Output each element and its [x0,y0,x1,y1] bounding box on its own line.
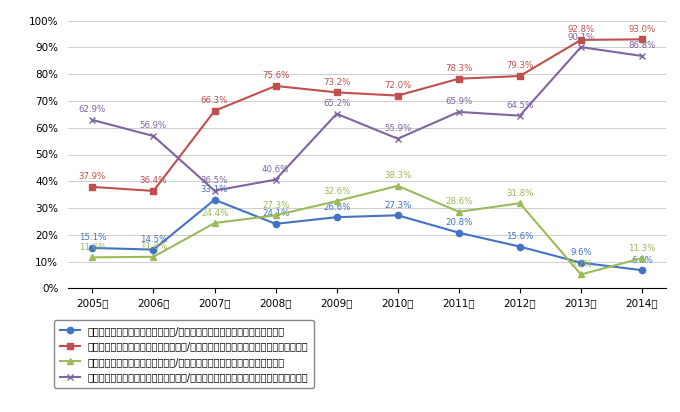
日本世論：良くない印象を持っている/どちらかといえば良くない印象を持っている [515,74,524,79]
Text: 5.2%: 5.2% [570,260,592,269]
Text: 66.3%: 66.3% [201,96,228,105]
Text: 15.6%: 15.6% [506,232,534,241]
中国世論：良くない印象を持っている/どちらかといえば良くない印象を持っている [333,111,341,116]
Text: 14.5%: 14.5% [140,235,167,244]
中国世論：良い印象を持っている/どちらかといえば良い印象を持っている [577,272,585,277]
中国世論：良い印象を持っている/どちらかといえば良い印象を持っている [211,220,219,225]
日本世論：良くない印象を持っている/どちらかといえば良くない印象を持っている [271,84,279,89]
Text: 11.8%: 11.8% [140,242,167,251]
日本世論：良くない印象を持っている/どちらかといえば良くない印象を持っている [88,185,97,190]
中国世論：良い印象を持っている/どちらかといえば良い印象を持っている [271,213,279,218]
Text: 72.0%: 72.0% [384,81,411,90]
日本世論：良い印象を持っている/どちらかといえば良い印象を持っている [333,215,341,220]
Text: 37.9%: 37.9% [79,172,106,181]
中国世論：良い印象を持っている/どちらかといえば良い印象を持っている [394,183,402,188]
日本世論：良くない印象を持っている/どちらかといえば良くない印象を持っている [211,108,219,113]
Text: 28.6%: 28.6% [445,197,473,206]
日本世論：良い印象を持っている/どちらかといえば良い印象を持っている [515,244,524,249]
日本世論：良い印象を持っている/どちらかといえば良い印象を持っている [88,246,97,250]
日本世論：良い印象を持っている/どちらかといえば良い印象を持っている [394,213,402,218]
中国世論：良くない印象を持っている/どちらかといえば良くない印象を持っている [211,188,219,193]
Text: 75.6%: 75.6% [262,71,289,80]
Text: 78.3%: 78.3% [445,64,473,73]
中国世論：良くない印象を持っている/どちらかといえば良くない印象を持っている [150,133,158,138]
Text: 27.3%: 27.3% [384,201,411,210]
Text: 65.2%: 65.2% [323,99,350,108]
日本世論：良い印象を持っている/どちらかといえば良い印象を持っている [150,247,158,252]
Text: 36.5%: 36.5% [201,176,228,185]
日本世論：良くない印象を持っている/どちらかといえば良くない印象を持っている [577,37,585,42]
Text: 36.4%: 36.4% [140,176,167,185]
中国世論：良い印象を持っている/どちらかといえば良い印象を持っている [455,209,463,214]
Text: 9.6%: 9.6% [570,248,592,257]
日本世論：良い印象を持っている/どちらかといえば良い印象を持っている [455,230,463,235]
Text: 55.9%: 55.9% [384,124,411,133]
Text: 33.1%: 33.1% [201,185,228,194]
日本世論：良くない印象を持っている/どちらかといえば良くない印象を持っている [150,188,158,193]
Line: 日本世論：良い印象を持っている/どちらかといえば良い印象を持っている: 日本世論：良い印象を持っている/どちらかといえば良い印象を持っている [89,197,645,273]
Text: 93.0%: 93.0% [628,25,656,34]
中国世論：良い印象を持っている/どちらかといえば良い印象を持っている [88,255,97,260]
日本世論：良い印象を持っている/どちらかといえば良い印象を持っている [271,221,279,226]
Legend: 日本世論：良い印象を持っている/どちらかといえば良い印象を持っている, 日本世論：良くない印象を持っている/どちらかといえば良くない印象を持っている, 中国世論: 日本世論：良い印象を持っている/どちらかといえば良い印象を持っている, 日本世論… [54,321,314,388]
Line: 中国世論：良くない印象を持っている/どちらかといえば良くない印象を持っている: 中国世論：良くない印象を持っている/どちらかといえば良くない印象を持っている [89,44,645,194]
Text: 11.3%: 11.3% [628,243,656,253]
中国世論：良くない印象を持っている/どちらかといえば良くない印象を持っている [455,110,463,115]
Text: 24.1%: 24.1% [262,209,289,218]
Text: 6.8%: 6.8% [631,255,653,265]
中国世論：良い印象を持っている/どちらかといえば良い印象を持っている [638,256,646,261]
Text: 26.6%: 26.6% [323,203,350,212]
中国世論：良くない印象を持っている/どちらかといえば良くない印象を持っている [394,136,402,141]
Text: 27.3%: 27.3% [262,201,289,210]
中国世論：良くない印象を持っている/どちらかといえば良くない印象を持っている [88,117,97,122]
Text: 73.2%: 73.2% [323,78,350,87]
Text: 40.6%: 40.6% [262,165,289,174]
Text: 90.1%: 90.1% [567,33,594,42]
中国世論：良くない印象を持っている/どちらかといえば良くない印象を持っている [638,54,646,59]
Text: 24.4%: 24.4% [201,208,228,218]
Text: 32.6%: 32.6% [323,187,350,196]
Text: 38.3%: 38.3% [384,171,411,180]
Text: 86.8%: 86.8% [628,41,656,50]
Text: 15.1%: 15.1% [79,234,106,242]
中国世論：良い印象を持っている/どちらかといえば良い印象を持っている [333,199,341,204]
Line: 中国世論：良い印象を持っている/どちらかといえば良い印象を持っている: 中国世論：良い印象を持っている/どちらかといえば良い印象を持っている [89,183,645,278]
中国世論：良くない印象を持っている/どちらかといえば良くない印象を持っている [271,177,279,182]
Text: 11.6%: 11.6% [79,243,106,252]
Text: 56.9%: 56.9% [140,122,167,131]
日本世論：良くない印象を持っている/どちらかといえば良くない印象を持っている [455,76,463,81]
日本世論：良くない印象を持っている/どちらかといえば良くない印象を持っている [394,93,402,98]
Text: 64.5%: 64.5% [506,101,534,110]
中国世論：良くない印象を持っている/どちらかといえば良くない印象を持っている [577,44,585,49]
日本世論：良くない印象を持っている/どちらかといえば良くない印象を持っている [333,90,341,95]
日本世論：良い印象を持っている/どちらかといえば良い印象を持っている [638,268,646,273]
Text: 20.8%: 20.8% [445,218,473,227]
Text: 79.3%: 79.3% [506,61,534,70]
日本世論：良い印象を持っている/どちらかといえば良い印象を持っている [211,197,219,202]
中国世論：良くない印象を持っている/どちらかといえば良くない印象を持っている [515,113,524,118]
中国世論：良い印象を持っている/どちらかといえば良い印象を持っている [515,201,524,206]
Text: 62.9%: 62.9% [79,105,106,115]
中国世論：良い印象を持っている/どちらかといえば良い印象を持っている [150,254,158,259]
日本世論：良い印象を持っている/どちらかといえば良い印象を持っている [577,260,585,265]
Line: 日本世論：良くない印象を持っている/どちらかといえば良くない印象を持っている: 日本世論：良くない印象を持っている/どちらかといえば良くない印象を持っている [89,36,645,194]
日本世論：良くない印象を持っている/どちらかといえば良くない印象を持っている [638,37,646,42]
Text: 65.9%: 65.9% [445,97,473,106]
Text: 92.8%: 92.8% [567,25,594,34]
Text: 31.8%: 31.8% [506,189,534,198]
